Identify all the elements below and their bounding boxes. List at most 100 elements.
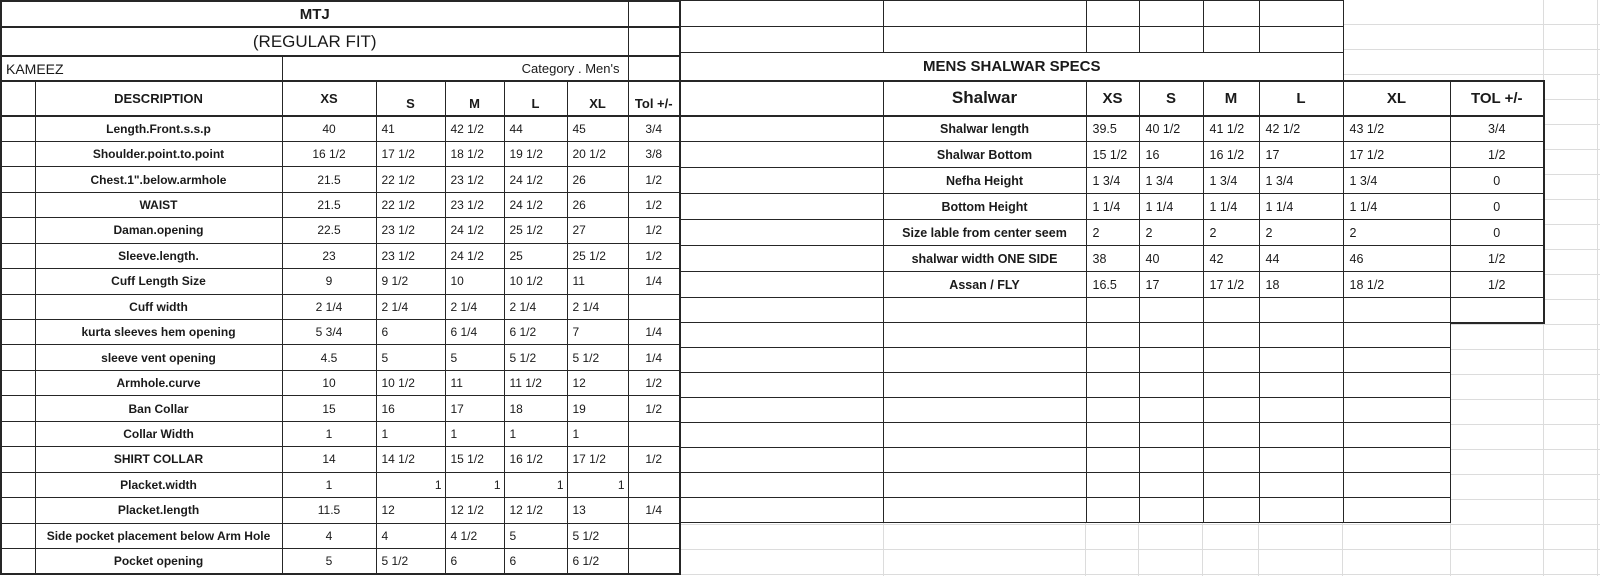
row-label-cell: shalwar width ONE SIDE	[882, 245, 1087, 272]
value-cell: 11.5	[281, 497, 377, 524]
value-cell: 2 1/4	[444, 293, 505, 321]
value-cell: 9 1/2	[375, 268, 446, 295]
tolerance-cell: 1/4	[627, 268, 681, 295]
empty-cell	[1342, 397, 1451, 423]
empty-cell	[679, 26, 884, 53]
kameez-table-row: Pocket opening 5 5 1/2 6 6 6 1/2	[0, 547, 681, 575]
value-cell: 16	[1138, 141, 1204, 168]
tolerance-cell: 1/2	[627, 217, 681, 244]
fit-row: (REGULAR FIT)	[0, 26, 681, 57]
value-cell: 40	[281, 115, 377, 142]
value-cell: 16 1/2	[281, 140, 377, 168]
fit-label: (REGULAR FIT)	[0, 26, 629, 57]
row-label-cell: Sleeve.length.	[34, 242, 283, 270]
row-label-cell: Bottom Height	[882, 193, 1087, 220]
gridline-vertical	[1258, 522, 1259, 576]
empty-cell	[679, 271, 884, 298]
tolerance-cell: 0	[1449, 167, 1545, 194]
value-cell: 24 1/2	[503, 166, 568, 193]
empty-cell	[679, 193, 884, 220]
garment-label: KAMEEZ	[0, 55, 283, 82]
shalwar-title-row: MENS SHALWAR SPECS	[679, 52, 1544, 81]
tolerance-cell: 1/2	[627, 242, 681, 270]
empty-cell	[882, 497, 1087, 523]
empty-cell	[1138, 26, 1204, 53]
row-label-cell: Daman.opening	[34, 217, 283, 244]
empty-cell	[882, 447, 1087, 473]
value-cell: 1	[375, 420, 446, 448]
row-label-cell: Ban Collar	[34, 395, 283, 422]
value-cell: 16 1/2	[503, 446, 568, 473]
gridline-vertical	[1202, 522, 1203, 576]
kameez-table-row: SHIRT COLLAR 14 14 1/2 15 1/2 16 1/2 17 1/2 1/…	[0, 446, 681, 473]
col-header-description: DESCRIPTION	[34, 80, 283, 117]
empty-cell	[1085, 447, 1140, 473]
tolerance-cell: 0	[1449, 193, 1545, 220]
value-cell: 27	[566, 217, 629, 244]
empty-cell	[1342, 372, 1451, 398]
value-cell: 15 1/2	[444, 446, 505, 473]
tolerance-cell: 1/2	[627, 395, 681, 422]
tolerance-cell: 1/4	[627, 344, 681, 371]
brand-title: MTJ	[0, 0, 629, 28]
value-cell: 40	[1138, 245, 1204, 272]
value-cell: 5 1/2	[503, 344, 568, 371]
col-header-l: L	[1258, 79, 1344, 117]
value-cell: 2	[1342, 219, 1451, 246]
shalwar-section-title: MENS SHALWAR SPECS	[679, 52, 1344, 81]
empty-cell	[0, 471, 36, 499]
blank-row	[679, 422, 1544, 448]
value-cell: 26	[566, 191, 629, 219]
row-label-cell: Shalwar Bottom	[882, 141, 1087, 168]
empty-cell	[1138, 0, 1204, 27]
empty-cell	[679, 297, 884, 323]
value-cell: 18	[503, 395, 568, 422]
value-cell: 1 3/4	[1342, 167, 1451, 194]
empty-cell	[882, 297, 1087, 323]
gridline-vertical	[1342, 522, 1343, 576]
empty-cell	[1342, 297, 1451, 323]
value-cell: 6 1/4	[444, 318, 505, 346]
value-cell: 1 3/4	[1202, 167, 1260, 194]
value-cell: 41 1/2	[1202, 115, 1260, 142]
value-cell: 5	[281, 547, 377, 575]
empty-cell	[627, 0, 681, 28]
value-cell: 38	[1085, 245, 1140, 272]
title-row: MTJ	[0, 0, 681, 28]
col-header-xl: XL	[1342, 79, 1451, 117]
value-cell: 23 1/2	[375, 217, 446, 244]
empty-cell	[1258, 497, 1344, 523]
gridline-vertical	[1085, 522, 1086, 576]
col-header-xs: XS	[1085, 79, 1140, 117]
row-label-cell: Shalwar length	[882, 115, 1087, 142]
tolerance-cell	[627, 293, 681, 321]
empty-cell	[1085, 497, 1140, 523]
value-cell: 16 1/2	[1202, 141, 1260, 168]
empty-cell	[0, 547, 36, 575]
empty-cell	[1342, 447, 1451, 473]
empty-cell	[1085, 422, 1140, 448]
value-cell: 2	[1202, 219, 1260, 246]
gridline-vertical	[1138, 522, 1139, 576]
shalwar-header-row: Shalwar XS S M L XL TOL +/-	[679, 79, 1545, 117]
col-header-m: M	[444, 80, 505, 117]
value-cell: 42 1/2	[1258, 115, 1344, 142]
row-label-cell: Length.Front.s.s.p	[34, 115, 283, 142]
empty-cell	[1085, 297, 1140, 323]
value-cell: 1 1/4	[1085, 193, 1140, 220]
value-cell: 1 1/4	[1138, 193, 1204, 220]
tolerance-cell: 1/2	[1449, 141, 1545, 168]
value-cell: 14	[281, 446, 377, 473]
value-cell: 5	[444, 344, 505, 371]
value-cell: 6	[503, 547, 568, 575]
kameez-spec-table: MTJ (REGULAR FIT) KAMEEZ Category . Men'…	[0, 0, 681, 575]
kameez-table-row: Length.Front.s.s.p 40 41 42 1/2 44 45 3/4	[0, 115, 681, 142]
value-cell: 45	[566, 115, 629, 142]
gridline-vertical	[883, 522, 884, 576]
empty-cell	[1138, 397, 1204, 423]
empty-cell	[0, 497, 36, 524]
row-label-cell: Nefha Height	[882, 167, 1087, 194]
tolerance-cell: 1/2	[1449, 245, 1545, 272]
empty-cell	[0, 140, 36, 168]
value-cell: 44	[1258, 245, 1344, 272]
